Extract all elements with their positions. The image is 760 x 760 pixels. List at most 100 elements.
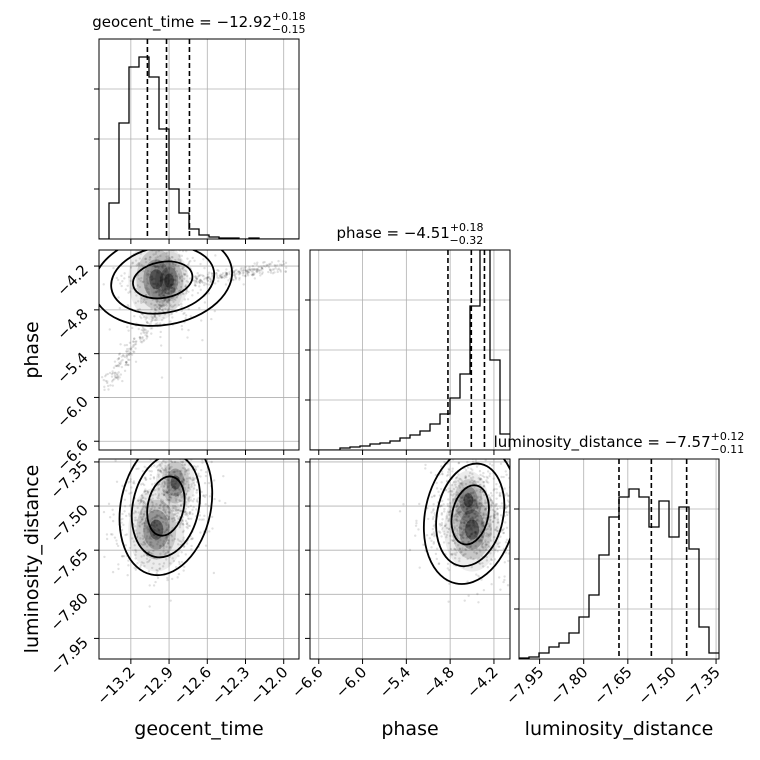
sample-point [186,523,189,526]
sample-point [438,522,442,526]
sample-point [153,525,157,529]
sample-point [133,350,136,354]
sample-point [493,558,497,561]
sample-point [454,483,457,486]
sample-point [124,361,128,364]
density-level [164,273,174,288]
sample-point [164,285,167,289]
sample-point [152,253,155,256]
sample-point [188,496,191,499]
sample-point [479,550,482,553]
sample-point [125,356,128,359]
sample-point [478,556,481,560]
sample-point [166,262,169,265]
sample-point [451,470,454,473]
sample-point [153,264,156,267]
sample-point [458,486,462,489]
sample-point [255,270,258,273]
sample-point [161,289,165,292]
sample-point [159,344,163,347]
sample-point [196,272,199,275]
sample-point [505,526,509,529]
sample-point [176,494,180,497]
sample-point [478,562,481,565]
sample-point [181,266,184,270]
sample-point [155,530,158,533]
sample-point [456,532,460,535]
sample-point [520,503,522,505]
sample-point [461,554,465,557]
sample-point [472,511,475,515]
sample-point [150,302,153,306]
sample-point [139,299,143,303]
sample-point [200,280,203,283]
sample-point [125,350,129,353]
sample-point [140,341,144,344]
sample-point [471,516,475,519]
sample-point [495,502,498,506]
sample-point [144,543,147,546]
sample-point [159,445,161,447]
sample-point [502,580,505,584]
sample-point [180,519,183,522]
sample-point [507,559,510,563]
sample-point [199,278,202,282]
sample-point [470,516,474,519]
sample-point [137,499,140,502]
sample-point [453,525,456,528]
sample-point [121,517,124,521]
sample-point [479,538,482,542]
sample-point [180,496,183,499]
sample-point [172,471,175,474]
sample-point [144,286,147,290]
sample-point [478,511,481,514]
sample-point [459,497,463,500]
sample-point [153,307,157,311]
sample-point [445,515,449,518]
sample-point [233,269,237,272]
sample-point [476,506,479,510]
sample-point [169,285,172,288]
sample-point [127,559,130,562]
sample-point [206,276,209,279]
density-level [143,259,170,300]
sample-point [175,287,179,290]
sample-point [167,471,171,474]
sample-point [158,562,161,566]
sample-point [481,561,484,565]
sample-point [137,327,140,331]
sample-point [476,558,480,561]
sample-point [455,517,458,521]
sample-point [169,289,173,293]
sample-point [210,272,214,276]
sample-point [485,543,489,546]
sample-point [127,512,131,516]
sample-point [489,506,492,509]
sample-point [161,528,164,531]
sample-point [476,496,479,499]
sample-point [163,503,166,506]
sample-point [468,524,472,527]
sample-point [490,500,494,503]
sample-point [154,259,158,262]
sample-point [145,557,149,560]
sample-point [170,493,173,496]
sample-point [167,478,170,481]
sample-point [258,271,261,275]
xtick-label: −7.65 [590,663,635,708]
sample-point [453,440,455,442]
sample-point [461,503,465,507]
sample-point [161,492,164,495]
sample-point [220,276,223,279]
sample-point [144,497,147,500]
sample-point [185,512,189,515]
sample-point [173,505,177,508]
sample-point [445,536,448,539]
sample-point [503,578,506,582]
sample-point [159,504,162,507]
density-level [459,486,478,515]
sample-point [454,553,457,557]
sample-point [475,480,478,484]
sample-point [485,543,488,546]
sample-point [194,284,197,287]
